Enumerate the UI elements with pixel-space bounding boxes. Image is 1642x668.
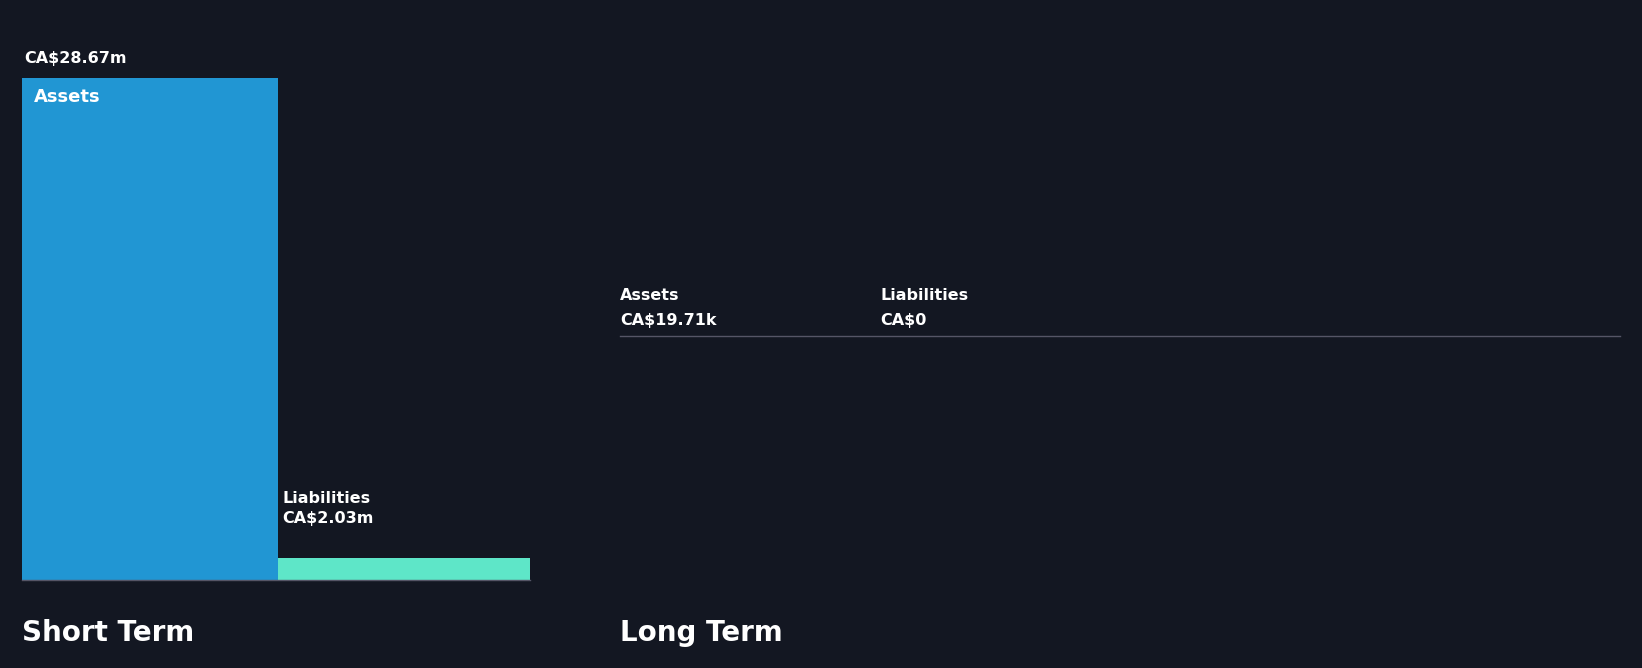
Text: CA$0: CA$0	[880, 313, 926, 328]
Text: Liabilities: Liabilities	[880, 288, 969, 303]
Bar	[277, 558, 530, 580]
Text: Long Term: Long Term	[621, 619, 783, 647]
Text: Assets: Assets	[621, 288, 680, 303]
Text: CA$2.03m: CA$2.03m	[282, 511, 373, 526]
Bar	[21, 78, 277, 580]
Text: Liabilities: Liabilities	[282, 491, 369, 506]
Text: Short Term: Short Term	[21, 619, 194, 647]
Text: Assets: Assets	[34, 88, 100, 106]
Text: CA$28.67m: CA$28.67m	[25, 51, 126, 66]
Text: CA$19.71k: CA$19.71k	[621, 313, 716, 328]
